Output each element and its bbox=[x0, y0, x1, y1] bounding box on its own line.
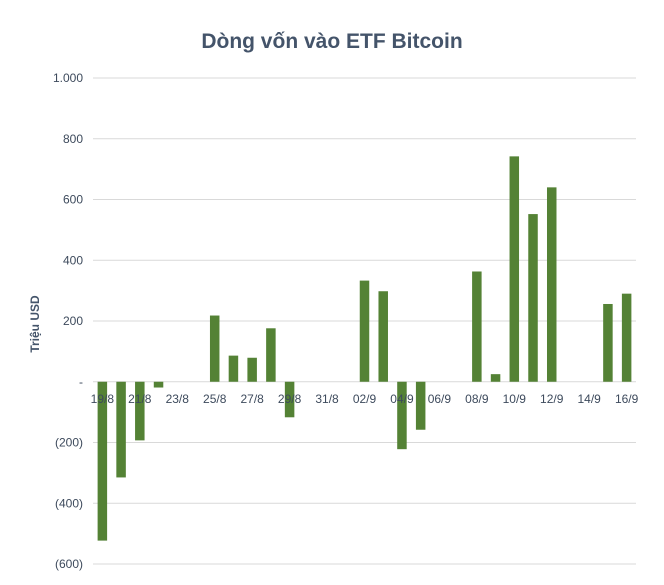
x-tick-label: 21/8 bbox=[128, 392, 152, 406]
bar-25-8 bbox=[209, 315, 220, 382]
bar-10-9 bbox=[509, 156, 520, 382]
x-tick-labels: 19/8 21/8 23/8 25/8 27/8 29/8 31/8 02/9 04/9 06/9… bbox=[91, 392, 639, 406]
y-tick-label: (200) bbox=[55, 436, 83, 450]
y-tick-label: 1.000 bbox=[53, 71, 83, 85]
y-tick-label: 400 bbox=[63, 253, 83, 267]
bar-26-8 bbox=[228, 355, 239, 382]
y-axis-title: Triệu USD bbox=[28, 295, 42, 353]
x-tick-label: 25/8 bbox=[203, 392, 227, 406]
x-tick-label: 19/8 bbox=[91, 392, 115, 406]
y-tick-label: - bbox=[79, 375, 83, 389]
y-tick-label: 800 bbox=[63, 132, 83, 146]
y-tick-label: 200 bbox=[63, 314, 83, 328]
bar-27-8 bbox=[247, 357, 257, 382]
x-tick-label: 02/9 bbox=[353, 392, 377, 406]
y-tick-label: (400) bbox=[55, 496, 83, 510]
bar-02-9 bbox=[359, 280, 370, 382]
x-tick-label: 08/9 bbox=[465, 392, 489, 406]
bar-19-8 bbox=[97, 381, 108, 541]
x-tick-label: 10/9 bbox=[503, 392, 527, 406]
bar-15-9 bbox=[603, 303, 613, 382]
x-tick-label: 29/8 bbox=[278, 392, 302, 406]
bar-29-8 bbox=[284, 381, 295, 418]
bar-08-9 bbox=[472, 271, 482, 382]
bar-04-9 bbox=[397, 381, 407, 450]
bar-28-8 bbox=[266, 328, 276, 382]
y-tick-label: 600 bbox=[63, 193, 83, 207]
x-tick-label: 06/9 bbox=[428, 392, 452, 406]
bar-11-9 bbox=[528, 214, 538, 382]
bar-09-9 bbox=[490, 374, 501, 382]
bars bbox=[97, 156, 632, 541]
bar-03-9 bbox=[378, 291, 388, 382]
x-tick-label: 16/9 bbox=[615, 392, 639, 406]
x-tick-label: 31/8 bbox=[315, 392, 339, 406]
x-tick-label: 27/8 bbox=[240, 392, 264, 406]
bar-22-8 bbox=[153, 381, 164, 388]
bar-12-9 bbox=[546, 187, 557, 382]
y-tick-label: (600) bbox=[55, 557, 83, 571]
chart-title: Dòng vốn vào ETF Bitcoin bbox=[201, 30, 463, 53]
x-tick-label: 04/9 bbox=[390, 392, 414, 406]
bar-16-9 bbox=[621, 293, 632, 382]
y-tick-labels: 1.000 800 600 400 200 - (200) (400) (600) bbox=[53, 71, 83, 571]
x-tick-label: 12/9 bbox=[540, 392, 564, 406]
bar-20-8 bbox=[116, 381, 126, 478]
x-tick-label: 23/8 bbox=[166, 392, 190, 406]
bar-21-8 bbox=[135, 381, 145, 441]
x-tick-label: 14/9 bbox=[578, 392, 602, 406]
bar-05-9 bbox=[415, 381, 426, 430]
